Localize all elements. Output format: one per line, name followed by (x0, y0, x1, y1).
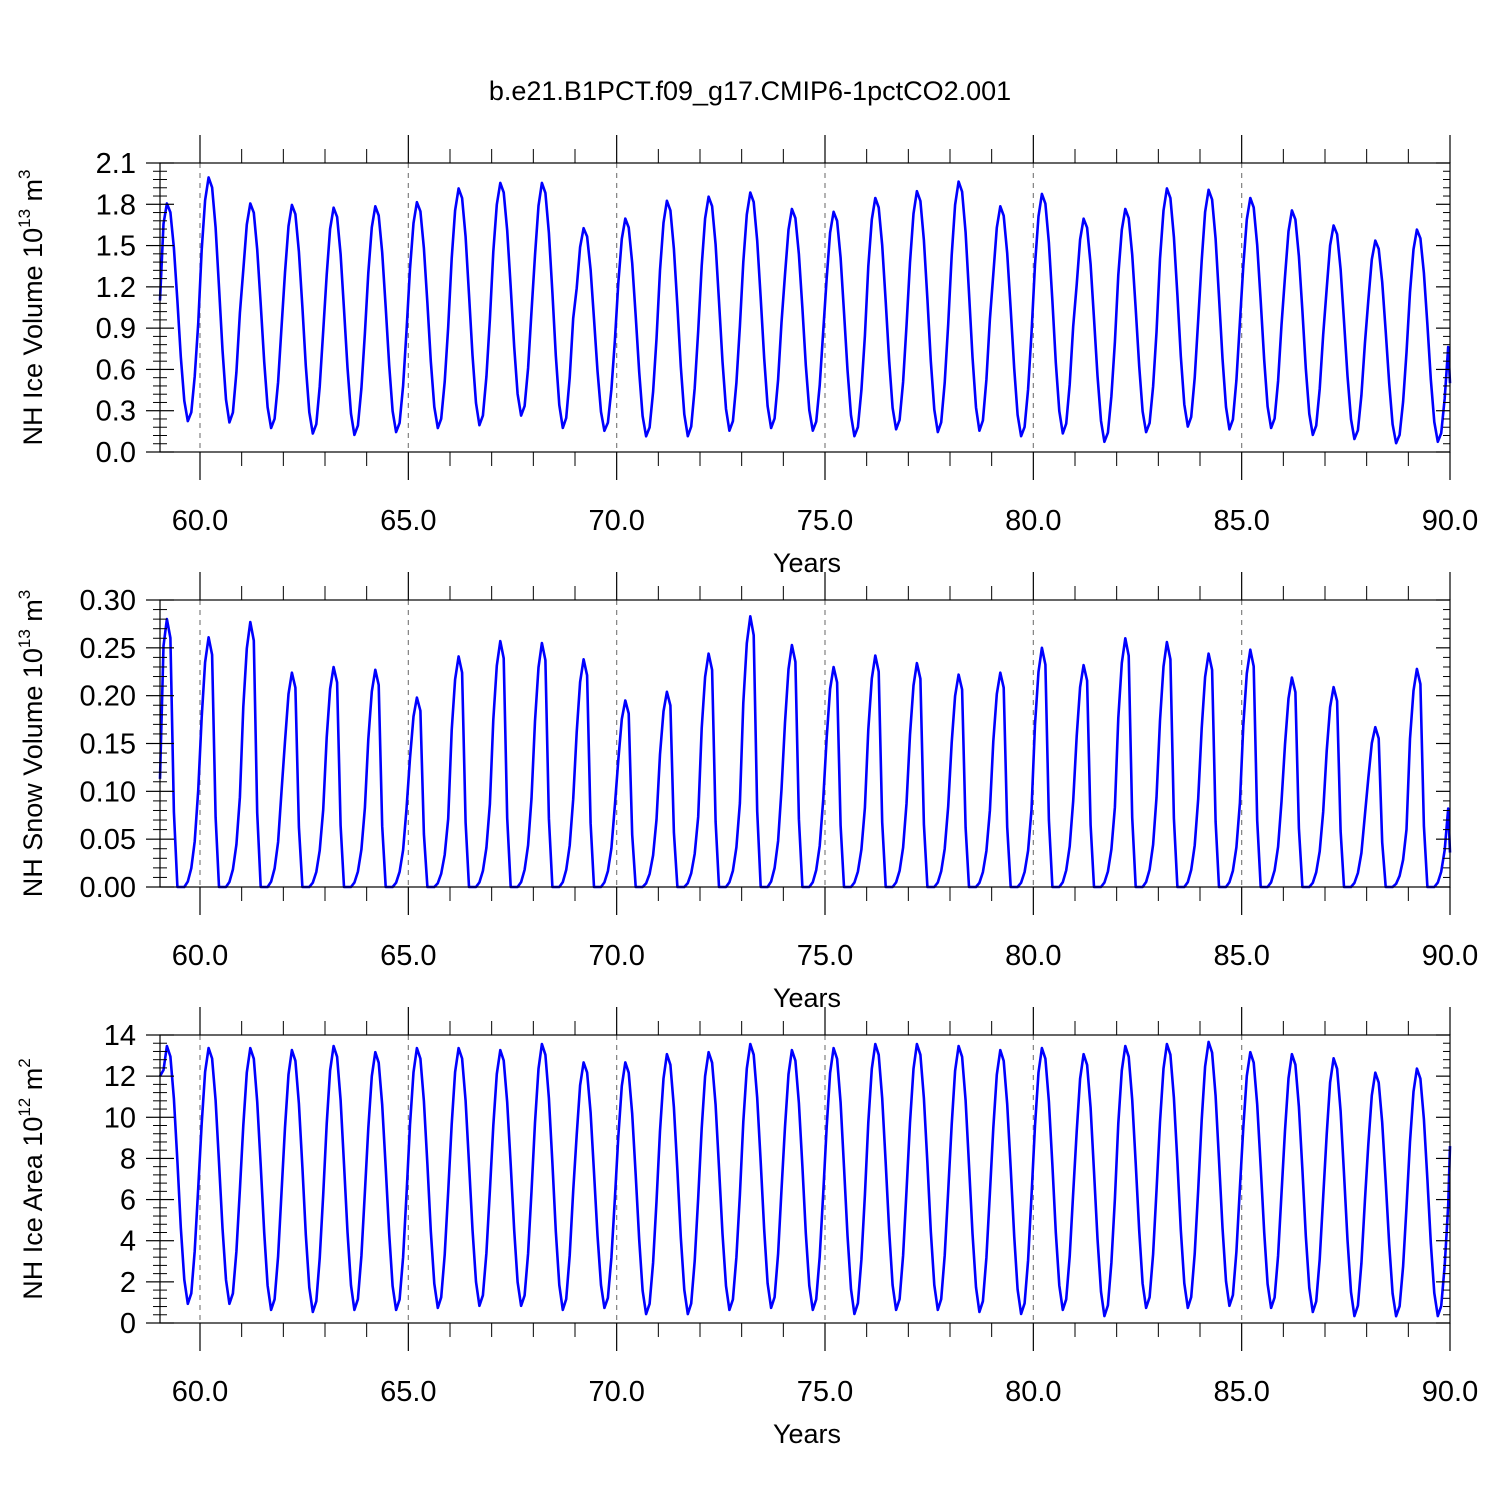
data-series-line (158, 176, 1452, 445)
y-tick-label: 1.8 (96, 189, 136, 221)
y-axis-title-part: NH Snow Volume 10 (18, 648, 48, 897)
y-tick-label: 8 (120, 1143, 136, 1175)
x-tick-label: 65.0 (380, 1376, 436, 1408)
x-tick-label: 65.0 (380, 505, 436, 537)
x-tick-label: 80.0 (1005, 505, 1061, 537)
y-tick-label: 1.5 (96, 231, 136, 263)
data-series-line (158, 1040, 1452, 1318)
y-tick-label: 2.1 (96, 148, 136, 180)
y-tick-label: 0.9 (96, 313, 136, 345)
x-axis-title: Years (773, 548, 841, 578)
y-tick-label: 0.30 (80, 585, 136, 617)
y-tick-label: 0.3 (96, 396, 136, 428)
x-tick-label: 70.0 (588, 940, 644, 972)
chart-title: b.e21.B1PCT.f09_g17.CMIP6-1pctCO2.001 (489, 76, 1011, 106)
y-axis-title-superscript: 12 (15, 1098, 34, 1117)
y-tick-label: 0 (120, 1308, 136, 1340)
y-axis-title-part: NH Ice Volume 10 (18, 228, 48, 446)
y-axis-title-superscript: 2 (15, 1058, 34, 1067)
x-tick-label: 85.0 (1213, 1376, 1269, 1408)
x-tick-label: 75.0 (797, 505, 853, 537)
x-tick-label: 80.0 (1005, 1376, 1061, 1408)
x-tick-label: 60.0 (172, 1376, 228, 1408)
x-tick-label: 75.0 (797, 940, 853, 972)
y-axis-title-superscript: 3 (15, 170, 34, 179)
y-tick-label: 2 (120, 1267, 136, 1299)
y-tick-label: 0.25 (80, 633, 136, 665)
y-axis-title-superscript: 13 (15, 209, 34, 228)
plot-frame (159, 162, 1451, 453)
y-tick-label: 0.0 (96, 437, 136, 469)
panel-2: 0.00 0.05 0.10 0.15 0.20 0.25 0.30 60.0 65.0 70.0… (15, 572, 1478, 1013)
y-axis-title-part: m (18, 1068, 48, 1098)
y-tick-label: 0.6 (96, 354, 136, 386)
plot-frame (159, 1034, 1451, 1324)
data-series-line (158, 614, 1452, 889)
panel-3: 0 2 4 6 8 10 12 14 60.0 65.0 70.0 75.0 80.0 85.0 90.0 Y… (15, 1007, 1478, 1449)
x-tick-label: 70.0 (588, 505, 644, 537)
x-axis-title: Years (773, 1419, 841, 1449)
y-axis-title: NH Ice Volume 1013 m3 (15, 170, 48, 446)
y-axis-title-part: m (18, 599, 48, 629)
x-tick-label: 90.0 (1422, 1376, 1478, 1408)
x-axis-title: Years (773, 983, 841, 1013)
y-axis-title: NH Ice Area 1012 m2 (15, 1058, 48, 1299)
y-tick-label: 0.15 (80, 729, 136, 761)
y-tick-label: 1.2 (96, 272, 136, 304)
x-tick-label: 80.0 (1005, 940, 1061, 972)
y-axis-title-part: NH Ice Area 10 (18, 1117, 48, 1300)
x-tick-label: 60.0 (172, 940, 228, 972)
y-axis-title: NH Snow Volume 1013 m3 (15, 590, 48, 898)
y-tick-label: 0.10 (80, 776, 136, 808)
x-tick-label: 60.0 (172, 505, 228, 537)
x-tick-label: 85.0 (1213, 940, 1269, 972)
y-axis-title-part: m (18, 179, 48, 209)
y-tick-label: 4 (120, 1226, 136, 1258)
y-axis-title-superscript: 13 (15, 629, 34, 648)
x-tick-label: 90.0 (1422, 505, 1478, 537)
panels: 0.0 0.3 0.6 0.9 1.2 1.5 1.8 2.1 60.0 65.0 70.0 75.0… (15, 135, 1478, 1449)
x-tick-label: 85.0 (1213, 505, 1269, 537)
y-tick-label: 6 (120, 1185, 136, 1217)
y-tick-label: 10 (104, 1102, 136, 1134)
y-tick-label: 0.05 (80, 824, 136, 856)
panel-1: 0.0 0.3 0.6 0.9 1.2 1.5 1.8 2.1 60.0 65.0 70.0 75.0… (15, 135, 1478, 578)
x-tick-label: 70.0 (588, 1376, 644, 1408)
x-tick-label: 75.0 (797, 1376, 853, 1408)
y-tick-label: 0.00 (80, 872, 136, 904)
x-tick-label: 65.0 (380, 940, 436, 972)
x-tick-label: 90.0 (1422, 940, 1478, 972)
y-axis-title-superscript: 3 (15, 590, 34, 599)
y-tick-label: 14 (104, 1020, 136, 1052)
y-tick-label: 12 (104, 1061, 136, 1093)
y-tick-label: 0.20 (80, 681, 136, 713)
